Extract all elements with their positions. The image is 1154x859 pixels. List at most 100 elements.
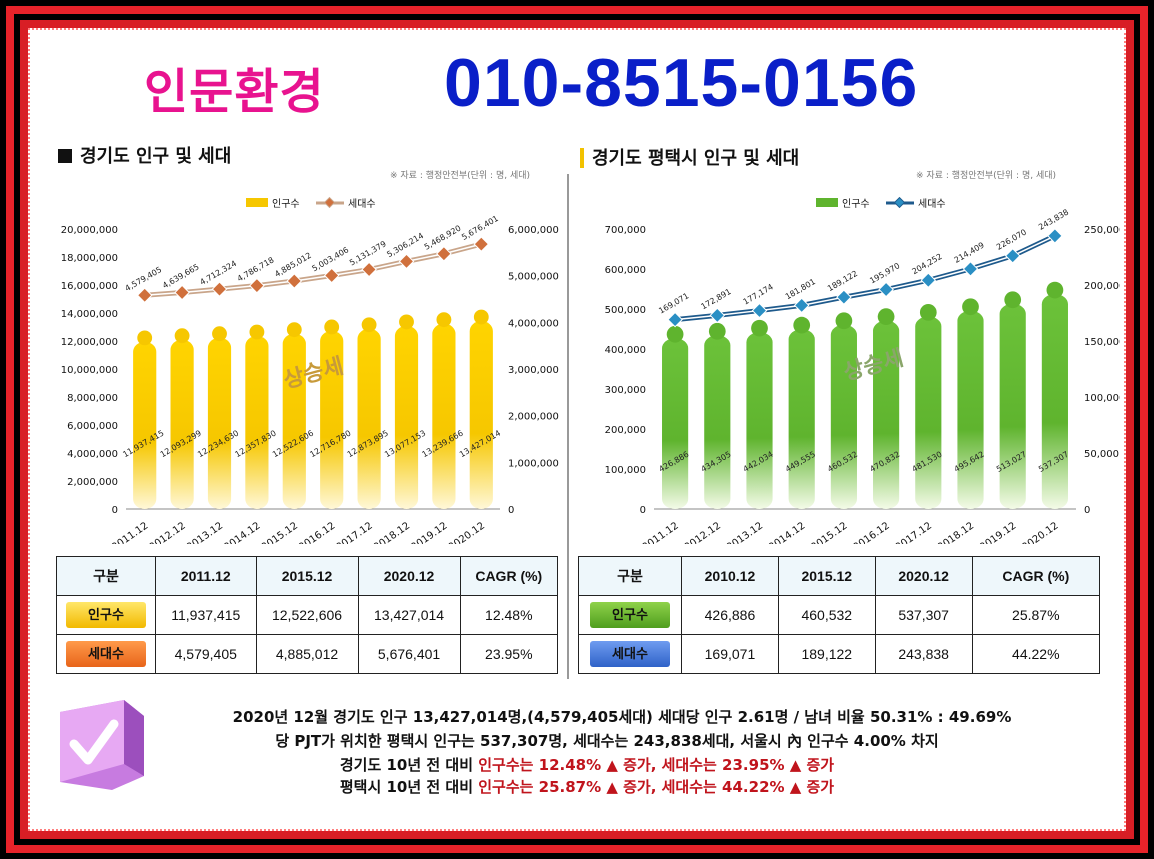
summary-line-3: 경기도 10년 전 대비 인구수는 12.48% ▲ 증가, 세대수는 23.9…	[34, 754, 1120, 775]
y-tick-left: 6,000,000	[67, 421, 118, 432]
bar-cap	[286, 322, 302, 338]
series-line-inner	[144, 243, 482, 297]
y-tick-left: 500,000	[605, 305, 646, 316]
left-chart-title: 경기도 인구 및 세대	[80, 146, 232, 167]
legend-line-marker	[323, 196, 336, 209]
bar-cap	[473, 309, 489, 325]
line-point	[286, 273, 303, 289]
y-tick-right: 6,000,000	[508, 225, 559, 236]
x-tick-label: 2011.12	[110, 520, 150, 544]
y-tick-right: 50,000	[1084, 449, 1119, 460]
y-tick-left: 300,000	[605, 385, 646, 396]
bar	[320, 330, 344, 509]
bar	[830, 324, 857, 509]
table-row: 인구수 11,937,415 12,522,606 13,427,014 12.…	[56, 595, 559, 635]
bar	[357, 328, 381, 509]
line-value-label: 169,071	[657, 291, 690, 315]
bar	[704, 335, 731, 509]
brand-title: 인문환경	[144, 64, 325, 120]
summary-line-3-prefix: 경기도 10년 전 대비	[339, 756, 479, 774]
x-tick-label: 2016.12	[297, 520, 337, 544]
y-tick-left: 2,000,000	[67, 477, 118, 488]
line-point	[323, 267, 340, 284]
legend-line-marker	[893, 196, 906, 209]
table-header-row: 구분 2010.12 2015.12 2020.12 CAGR (%)	[578, 556, 1101, 596]
line-value-label: 195,970	[868, 261, 901, 285]
bar-cap	[174, 328, 190, 344]
y-tick-right: 3,000,000	[508, 365, 559, 376]
bar	[1041, 294, 1068, 509]
square-bullet-icon	[58, 149, 72, 163]
bar	[170, 339, 194, 509]
checkmark-icon	[60, 700, 144, 790]
x-tick-label: 2016.12	[852, 520, 892, 544]
table-header-cell: 2020.12	[874, 556, 973, 596]
table-cell: 537,307	[874, 595, 973, 635]
x-tick-label: 2019.12	[978, 520, 1018, 544]
y-tick-right: 0	[508, 505, 514, 516]
legend-bar-swatch	[816, 198, 838, 207]
row-label-cell: 세대수	[56, 634, 156, 674]
y-tick-left: 16,000,000	[61, 281, 118, 292]
bar-cap	[436, 312, 452, 328]
x-tick-label: 2013.12	[185, 520, 225, 544]
summary-line-2: 당 PJT가 위치한 평택시 인구는 537,307명, 세대수는 243,83…	[275, 732, 939, 750]
bar	[746, 332, 773, 509]
table-cell: 4,885,012	[255, 634, 359, 674]
table-cell: 44.22%	[971, 634, 1101, 674]
x-tick-label: 2014.12	[222, 520, 262, 544]
y-tick-left: 600,000	[605, 265, 646, 276]
y-tick-left: 12,000,000	[61, 337, 118, 348]
bar	[469, 321, 493, 509]
bar	[394, 325, 419, 509]
summary-line-4-highlight: 인구수는 25.87% ▲ 증가, 세대수는 44.22% ▲ 증가	[478, 778, 835, 796]
row-label-cell: 인구수	[56, 595, 156, 635]
table-cell: 460,532	[777, 595, 876, 635]
x-tick-label: 2018.12	[372, 520, 412, 544]
bar-cap	[751, 319, 768, 337]
population-badge: 인구수	[66, 602, 146, 628]
line-value-label: 189,122	[826, 269, 859, 293]
y-tick-right: 250,000	[1084, 225, 1120, 236]
line-point	[1004, 248, 1021, 264]
y-tick-right: 100,000	[1084, 393, 1120, 404]
bar-cap	[361, 317, 377, 333]
legend-bar-swatch	[246, 198, 268, 207]
y-tick-left: 4,000,000	[67, 449, 118, 460]
population-badge: 인구수	[590, 602, 670, 628]
bar-cap	[666, 325, 684, 343]
line-point	[836, 289, 852, 305]
yellow-bar-bullet-icon	[580, 148, 584, 168]
left-chart-source: ※ 자료 : 행정안전부(단위 : 명, 세대)	[390, 171, 531, 181]
line-value-label: 172,891	[699, 287, 732, 311]
bar-cap	[793, 316, 811, 334]
bar	[873, 320, 900, 509]
table-row: 인구수 426,886 460,532 537,307 25.87%	[578, 595, 1101, 635]
y-tick-right: 2,000,000	[508, 412, 559, 423]
bar	[788, 329, 815, 509]
x-tick-label: 2019.12	[409, 520, 449, 544]
x-tick-label: 2020.12	[1020, 520, 1060, 544]
table-cell: 13,427,014	[357, 595, 461, 635]
line-point	[962, 261, 979, 277]
table-header-cell: 2010.12	[681, 556, 779, 596]
y-tick-left: 0	[640, 505, 646, 516]
table-cell: 4,579,405	[155, 634, 257, 674]
legend-bar-label: 인구수	[842, 198, 870, 210]
x-tick-label: 2015.12	[809, 520, 849, 544]
line-point	[751, 302, 768, 319]
bar-cap	[324, 319, 340, 335]
line-point	[174, 284, 190, 301]
line-point	[667, 311, 683, 328]
table-header-cell: CAGR (%)	[459, 556, 559, 596]
bar	[245, 335, 269, 509]
bar	[282, 333, 306, 509]
line-value-label: 204,252	[910, 252, 943, 276]
bar-cap	[835, 312, 853, 330]
legend-bar-label: 인구수	[272, 198, 300, 210]
bar	[207, 337, 232, 509]
bar-cap	[708, 322, 726, 340]
row-label-cell: 세대수	[578, 634, 682, 674]
y-tick-left: 100,000	[605, 465, 646, 476]
y-tick-right: 0	[1084, 505, 1090, 516]
